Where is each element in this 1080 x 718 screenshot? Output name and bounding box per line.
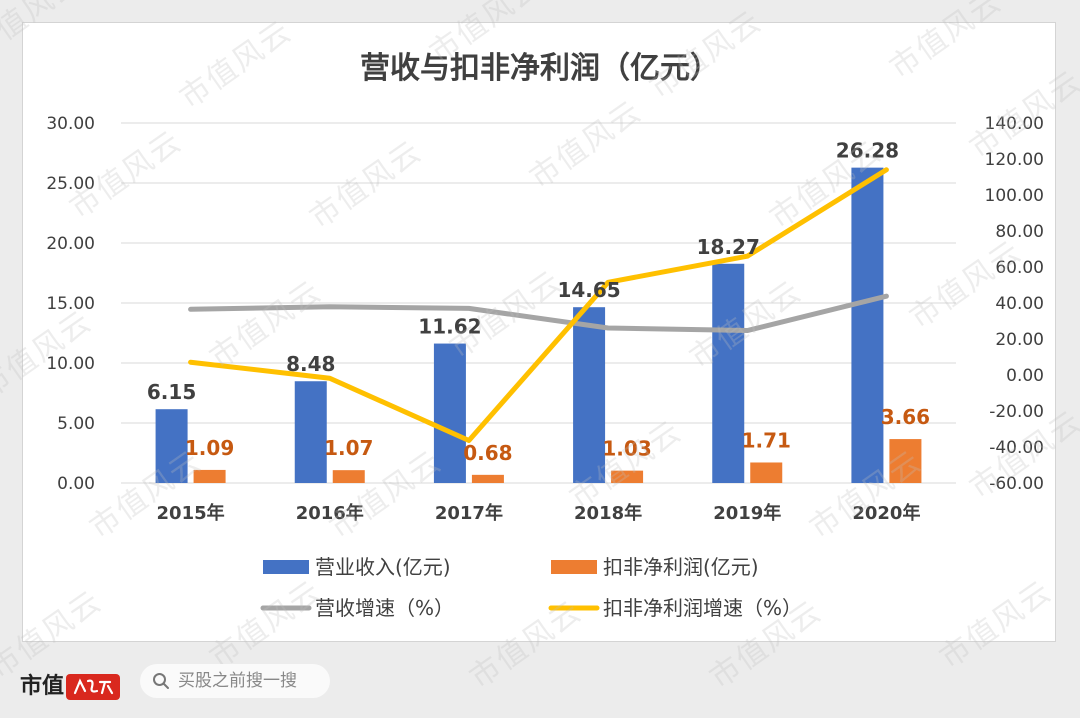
right-axis-tick-label: 140.00 xyxy=(985,114,1044,134)
search-input[interactable]: 买股之前搜一搜 xyxy=(140,664,330,698)
profit-bar xyxy=(193,469,226,483)
profit-data-label: 1.03 xyxy=(602,437,651,461)
right-axis-tick-label: 0.00 xyxy=(1006,366,1044,386)
right-axis-tick-label: -20.00 xyxy=(989,402,1044,422)
profit-data-label: 3.66 xyxy=(881,405,930,429)
profit-bar xyxy=(889,439,922,483)
search-placeholder: 买股之前搜一搜 xyxy=(178,671,297,691)
left-axis-tick-label: 0.00 xyxy=(57,474,95,494)
x-axis-category-label: 2019年 xyxy=(713,502,781,524)
right-axis-tick-label: 120.00 xyxy=(985,150,1044,170)
profit-bar xyxy=(471,474,504,483)
legend-swatch xyxy=(551,560,597,574)
profit-bar xyxy=(332,470,365,483)
chart-card: 营收与扣非净利润（亿元） 0.00 5.00 10.00 15.00 20.00 25.00… xyxy=(22,22,1056,642)
legend-label: 营业收入(亿元) xyxy=(315,555,451,579)
left-axis-tick-label: 25.00 xyxy=(46,174,95,194)
revenue-growth-line xyxy=(188,293,889,334)
revenue-data-label: 6.15 xyxy=(147,380,196,404)
brand-logo[interactable]: 市值 xyxy=(20,668,121,700)
left-axis-tick-label: 30.00 xyxy=(46,114,95,134)
combo-chart: 营收与扣非净利润（亿元） 0.00 5.00 10.00 15.00 20.00 25.00… xyxy=(46,51,1044,620)
right-axis-tick-label: -60.00 xyxy=(989,474,1044,494)
footer-bar: 市值 买股之前搜一搜 xyxy=(0,650,1080,718)
revenue-bar xyxy=(851,167,884,483)
search-icon xyxy=(153,673,169,689)
legend-label: 营收增速（%） xyxy=(315,596,454,620)
revenue-data-label: 14.65 xyxy=(557,278,620,302)
x-axis-category-label: 2017年 xyxy=(435,502,503,524)
brand-text: 市值 xyxy=(20,674,65,699)
profit-data-label: 1.07 xyxy=(324,436,373,460)
chart-title: 营收与扣非净利润（亿元） xyxy=(360,51,720,86)
legend-swatch xyxy=(263,560,309,574)
revenue-bar xyxy=(573,307,606,483)
left-axis-tick-label: 10.00 xyxy=(46,354,95,374)
x-axis-category-label: 2018年 xyxy=(574,502,642,524)
legend-label: 扣非净利润(亿元) xyxy=(603,555,759,579)
right-axis-tick-label: 100.00 xyxy=(985,186,1044,206)
left-axis-tick-label: 15.00 xyxy=(46,294,95,314)
x-axis-category-label: 2015年 xyxy=(157,502,225,524)
profit-data-label: 1.71 xyxy=(742,428,791,452)
revenue-bar xyxy=(155,409,188,483)
x-axis-category-label: 2016年 xyxy=(296,502,364,524)
left-axis-tick-label: 5.00 xyxy=(57,414,95,434)
profit-data-label: 0.68 xyxy=(463,441,512,465)
right-axis-tick-label: 20.00 xyxy=(995,330,1044,350)
x-axis-category-label: 2020年 xyxy=(852,502,920,524)
legend-label: 扣非净利润增速（%） xyxy=(603,596,802,620)
revenue-bar xyxy=(433,343,466,483)
right-axis-tick-label: 80.00 xyxy=(995,222,1044,242)
brand-badge-icon xyxy=(66,674,121,700)
profit-bar xyxy=(750,462,783,483)
revenue-data-label: 8.48 xyxy=(286,352,335,376)
right-axis-tick-label: -40.00 xyxy=(989,438,1044,458)
right-axis-tick-label: 40.00 xyxy=(995,294,1044,314)
right-axis-tick-label: 60.00 xyxy=(995,258,1044,278)
revenue-bar xyxy=(712,263,745,483)
revenue-data-label: 18.27 xyxy=(697,235,760,259)
profit-data-label: 1.09 xyxy=(185,436,234,460)
revenue-data-label: 11.62 xyxy=(418,315,481,339)
profit-bar xyxy=(611,470,644,483)
profit-growth-line xyxy=(188,167,889,444)
revenue-data-label: 26.28 xyxy=(836,139,899,163)
revenue-bar xyxy=(294,381,327,483)
left-axis-tick-label: 20.00 xyxy=(46,234,95,254)
